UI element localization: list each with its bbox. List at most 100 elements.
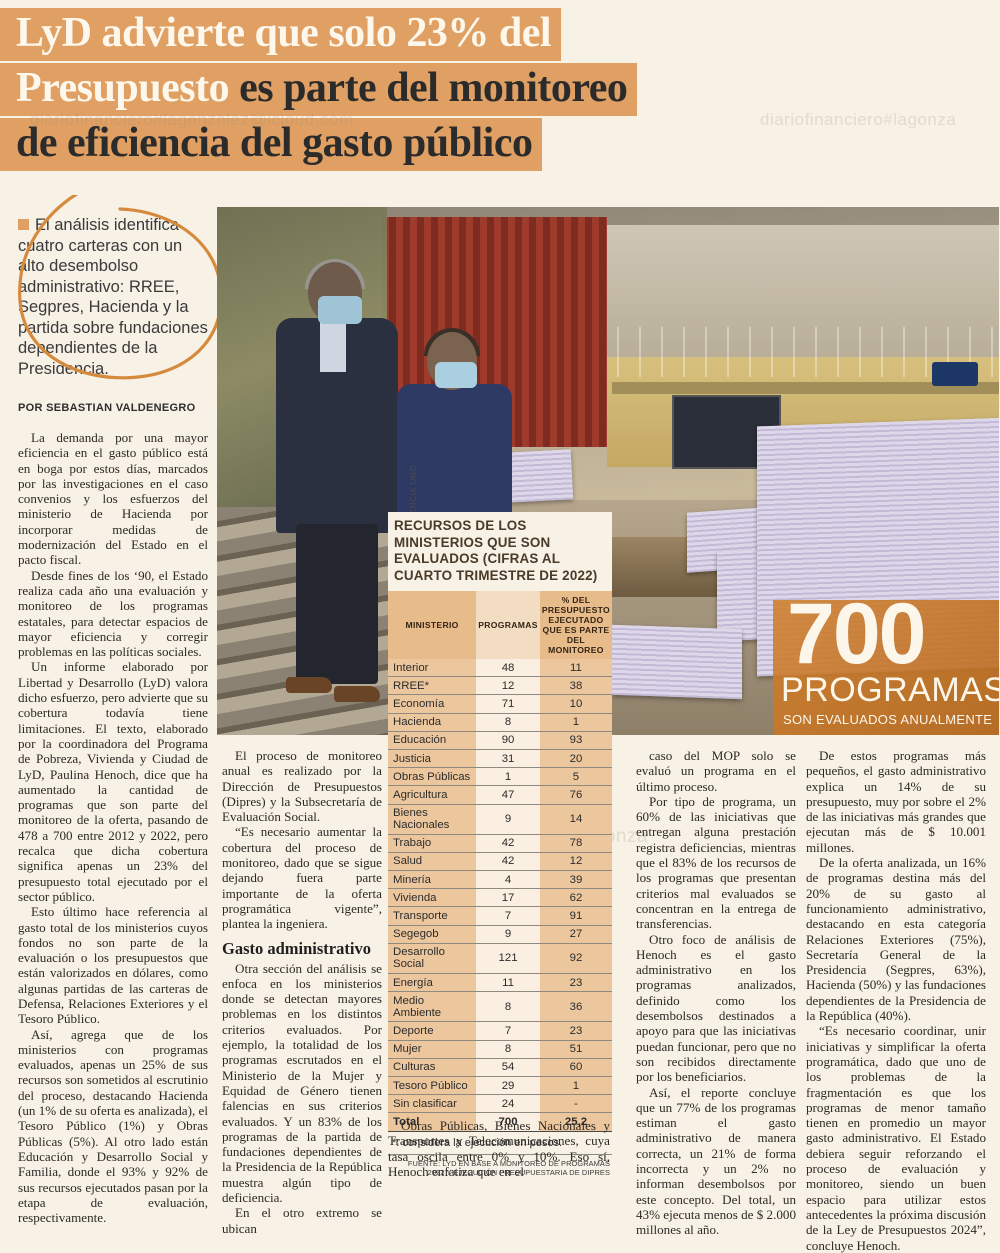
table-source: FUENTE: LYD EN BASE A MONITOREO DE PROGR… xyxy=(407,1158,610,1177)
cell-porcentaje: 39 xyxy=(539,870,612,890)
cell-programas: 9 xyxy=(476,804,540,835)
table-body: Interior 48 11 RREE* 12 38 Economía 71 10 Haciend… xyxy=(388,659,612,1132)
table-row: Bienes Nacionales 9 14 xyxy=(388,804,612,835)
cell-total-programas: 700 xyxy=(476,1112,540,1132)
table-row: Salud 42 12 xyxy=(388,852,612,872)
photo-clock-display xyxy=(932,362,978,386)
photo-balcony-band xyxy=(612,382,999,394)
cell-programas: 47 xyxy=(476,785,540,805)
cell-programas: 7 xyxy=(476,906,540,926)
cell-porcentaje: 20 xyxy=(539,749,612,769)
table-row: Segegob 9 27 xyxy=(388,925,612,944)
table-row: Interior 48 11 xyxy=(388,659,612,678)
cell-porcentaje: 11 xyxy=(539,659,612,678)
cell-programas: 90 xyxy=(476,731,540,750)
cell-programas: 1 xyxy=(476,767,540,787)
table-row: Trabajo 42 78 xyxy=(388,834,612,853)
table-row: Culturas 54 60 xyxy=(388,1058,612,1077)
cell-programas: 24 xyxy=(476,1094,540,1114)
body-paragraph: Obras Públicas, Bienes Nacionales y Tran… xyxy=(388,1118,610,1179)
table-row: Obras Públicas 1 5 xyxy=(388,767,612,787)
table-note: *: considera la ejecución en pesos. xyxy=(388,1132,612,1155)
body-paragraph: En el otro extremo se ubican xyxy=(222,1205,382,1236)
body-paragraph: caso del MOP solo se evaluó un programa … xyxy=(636,748,796,794)
cell-porcentaje: 23 xyxy=(539,973,612,993)
body-paragraph: Así, el reporte concluye que un 77% de l… xyxy=(636,1084,796,1238)
bullet-square-icon xyxy=(18,218,29,230)
headline-line-3: de eficiencia del gasto público xyxy=(0,118,543,171)
cell-programas: 4 xyxy=(476,870,540,890)
cell-programas: 17 xyxy=(476,888,540,908)
cell-ministerio: Deporte xyxy=(388,1021,477,1041)
body-paragraph: La demanda por una mayor eficiencia en e… xyxy=(18,430,208,568)
body-paragraph: “Es necesario coordinar, unir iniciativa… xyxy=(806,1023,986,1253)
cell-ministerio: Educación xyxy=(388,731,477,750)
body-paragraph: Otro foco de análisis de Henoch es el ga… xyxy=(636,931,796,1085)
cell-ministerio: Energía xyxy=(388,973,477,993)
article-photo: AGENCIA UNO 700 PROGRAMAS SON EVALUADOS … xyxy=(217,207,999,735)
callout-sublabel: SON EVALUADOS ANUALMENTE xyxy=(783,712,993,727)
cell-ministerio: Sin clasificar xyxy=(388,1094,477,1114)
photo-stat-callout: 700 PROGRAMAS SON EVALUADOS ANUALMENTE xyxy=(773,600,999,735)
cell-programas: 29 xyxy=(476,1076,540,1096)
table-row: Justicia 31 20 xyxy=(388,749,612,769)
cell-porcentaje: 60 xyxy=(539,1058,612,1077)
cell-ministerio: Medio Ambiente xyxy=(388,991,477,1023)
cell-porcentaje: 36 xyxy=(539,991,612,1023)
table-row: Energía 11 23 xyxy=(388,973,612,993)
cell-programas: 31 xyxy=(476,749,540,769)
body-paragraph: Esto último hace referencia al gasto tot… xyxy=(18,904,208,1027)
callout-label: PROGRAMAS xyxy=(781,671,999,709)
table-row: Mujer 8 51 xyxy=(388,1040,612,1059)
lead-callout: El análisis identifica cuatro carteras c… xyxy=(18,195,223,380)
table-title: RECURSOS DE LOS MINISTERIOS QUE SON EVAL… xyxy=(394,518,598,583)
table-row: Hacienda 8 1 xyxy=(388,713,612,732)
callout-number: 700 xyxy=(787,600,926,682)
cell-programas: 42 xyxy=(476,852,540,872)
ministries-table-panel: RECURSOS DE LOS MINISTERIOS QUE SON EVAL… xyxy=(388,512,612,1177)
cell-ministerio: Bienes Nacionales xyxy=(388,804,477,835)
table-row: Deporte 7 23 xyxy=(388,1021,612,1041)
cell-programas: 11 xyxy=(476,973,540,993)
body-paragraph: De estos programas más pequeños, el gast… xyxy=(806,748,986,855)
body-paragraph: Otra sección del análisis se enfoca en l… xyxy=(222,960,382,1206)
cell-ministerio: Interior xyxy=(388,659,477,678)
cell-programas: 71 xyxy=(476,694,540,714)
body-paragraph: De la oferta analizada, un 16% de progra… xyxy=(806,855,986,1024)
cell-programas: 48 xyxy=(476,659,540,678)
cell-porcentaje: 78 xyxy=(539,834,612,853)
ministries-table: MINISTERIO PROGRAMAS % DEL PRESUPUESTO E… xyxy=(388,591,612,1132)
table-header-porcentaje: % DEL PRESUPUESTO EJECUTADO QUE ES PARTE… xyxy=(539,591,612,659)
table-header-ministerio: MINISTERIO xyxy=(388,591,477,659)
table-header-row: MINISTERIO PROGRAMAS % DEL PRESUPUESTO E… xyxy=(388,591,612,659)
body-paragraph: “Es necesario aumentar la cobertura del … xyxy=(222,824,382,932)
cell-ministerio: Minería xyxy=(388,870,477,890)
table-row: RREE* 12 38 xyxy=(388,676,612,696)
cell-ministerio: Transporte xyxy=(388,906,477,926)
body-column-3-top: Obras Públicas, Bienes Nacionales y Tran… xyxy=(388,1118,610,1179)
cell-ministerio: Salud xyxy=(388,852,477,872)
cell-porcentaje: 93 xyxy=(539,731,612,750)
cell-ministerio: Mujer xyxy=(388,1040,477,1059)
cell-porcentaje: 23 xyxy=(539,1021,612,1041)
table-row: Economía 71 10 xyxy=(388,694,612,714)
table-row: Vivienda 17 62 xyxy=(388,888,612,908)
body-paragraph: Un informe elaborado por Libertad y Desa… xyxy=(18,659,208,904)
table-row: Tesoro Público 29 1 xyxy=(388,1076,612,1096)
table-row: Sin clasificar 24- xyxy=(388,1094,612,1114)
cell-porcentaje: 27 xyxy=(539,925,612,944)
cell-ministerio: Agricultura xyxy=(388,785,477,805)
cell-total-label: Total xyxy=(388,1112,477,1132)
table-row: Transporte 7 91 xyxy=(388,906,612,926)
table-row: Desarrollo Social 121 92 xyxy=(388,943,612,975)
cell-porcentaje: 51 xyxy=(539,1040,612,1059)
table-row: Medio Ambiente 8 36 xyxy=(388,991,612,1023)
cell-ministerio: Vivienda xyxy=(388,888,477,908)
table-row: Minería 4 39 xyxy=(388,870,612,890)
cell-porcentaje: 1 xyxy=(539,1076,612,1096)
table-row: Agricultura 47 76 xyxy=(388,785,612,805)
cell-porcentaje: 62 xyxy=(539,888,612,908)
cell-ministerio: Hacienda xyxy=(388,713,477,732)
body-paragraph: Por tipo de programa, un 60% de las inic… xyxy=(636,793,796,932)
cell-ministerio: RREE* xyxy=(388,676,477,696)
